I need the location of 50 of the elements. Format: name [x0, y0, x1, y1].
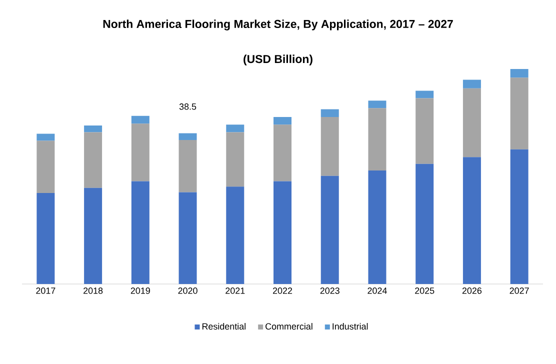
bar: [320, 116, 339, 176]
chart-title: North America Flooring Market Size, By Application, 2017 – 2027: [103, 20, 453, 30]
bar: [36, 193, 55, 284]
legend-label: Residential: [202, 323, 246, 330]
bar: [226, 132, 244, 187]
annotation: 38.5: [179, 103, 196, 110]
x-tick-label: 2019: [130, 288, 150, 294]
x-tick-label: 2024: [368, 288, 387, 294]
bar: [84, 126, 102, 132]
bar: [178, 140, 197, 192]
legend-label: Commercial: [266, 323, 312, 330]
bar: [84, 188, 102, 284]
bar: [274, 124, 292, 182]
x-tick-label: 2026: [462, 288, 482, 294]
bar: [462, 88, 481, 158]
bar: [510, 78, 528, 150]
bar: [178, 192, 197, 284]
bar: [131, 124, 150, 182]
bar: [368, 170, 386, 284]
bar: [510, 69, 528, 78]
chart-subtitle: (USD Billion): [244, 54, 312, 66]
bar: [320, 109, 339, 117]
x-tick-label: 2027: [510, 288, 529, 294]
bar: [368, 108, 386, 170]
bar: [84, 132, 102, 188]
bar: [131, 116, 150, 124]
bar: [462, 157, 481, 284]
x-tick-label: 2017: [36, 288, 56, 294]
x-tick-label: 2021: [226, 288, 245, 294]
bar: [36, 134, 55, 141]
x-tick-label: 2025: [415, 288, 434, 294]
bar: [416, 164, 434, 284]
x-tick-label: 2018: [84, 288, 103, 294]
bar: [36, 140, 55, 194]
bar: [131, 181, 150, 284]
bar: [416, 98, 434, 164]
bar: [274, 181, 292, 284]
x-tick-label: 2020: [178, 288, 198, 294]
legend-label: Industrial: [332, 323, 368, 330]
x-tick-label: 2022: [272, 288, 292, 294]
x-tick-label: 2023: [320, 288, 340, 294]
bar: [178, 133, 197, 140]
bar: [462, 80, 481, 88]
bar: [226, 186, 244, 284]
bar: [274, 116, 292, 125]
bar: [226, 124, 244, 132]
bar: [320, 176, 339, 284]
bar: [510, 149, 528, 284]
bar: [368, 100, 386, 108]
bar: [416, 90, 434, 98]
